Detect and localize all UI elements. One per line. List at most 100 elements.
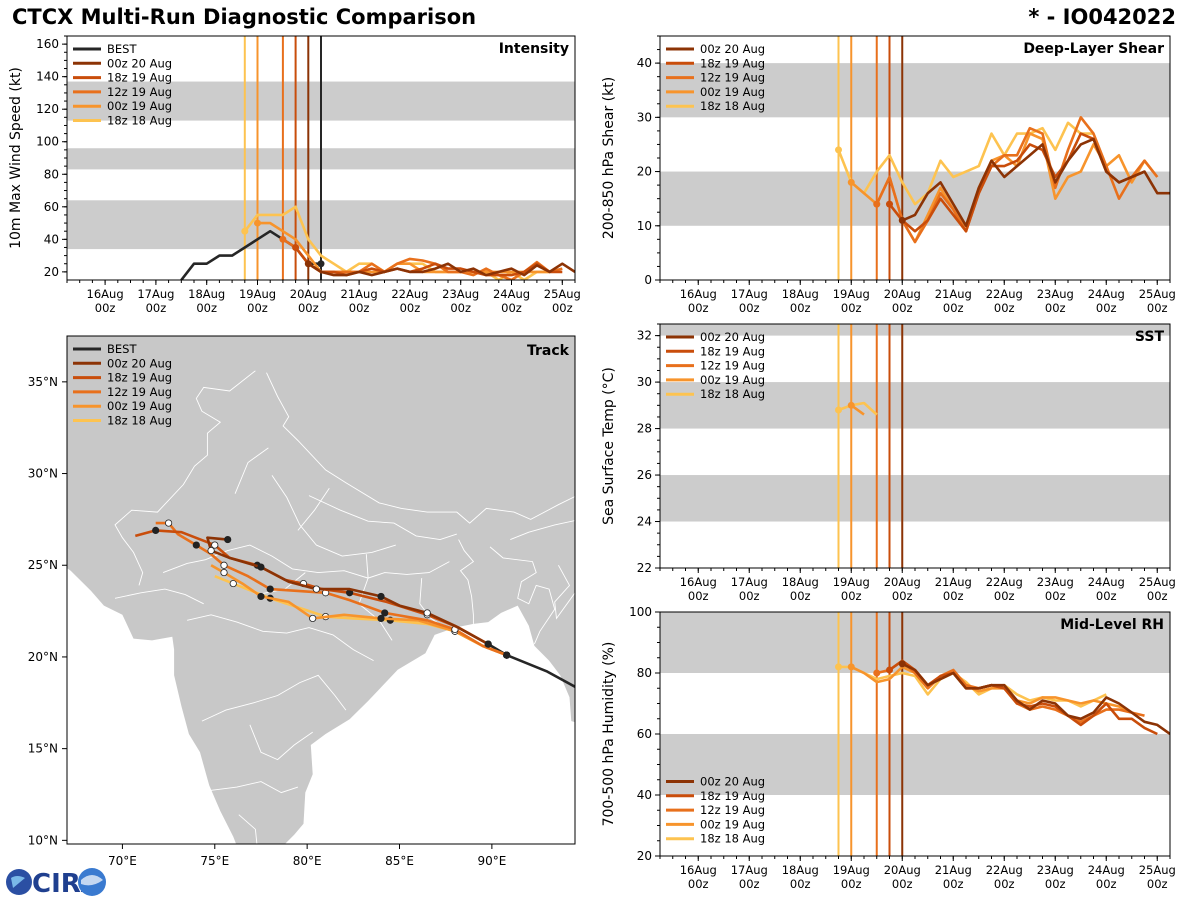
sst-band [660, 382, 1170, 429]
track-legend-label: BEST [107, 342, 137, 356]
rh-xtick-label: 00z [892, 877, 913, 891]
shear-marker-18z-19-aug [886, 200, 893, 208]
shear-ytick-label: 30 [637, 110, 652, 124]
rh-xtick-label: 00z [841, 877, 862, 891]
rh-xtick-label: 00z [688, 877, 709, 891]
shear-band [660, 171, 1170, 226]
track-point-00z-19-aug [257, 592, 265, 601]
cira-swirl-cloud-icon [81, 875, 103, 886]
intensity-ytick-label: 60 [44, 200, 59, 214]
border-line [554, 564, 575, 620]
shear-ylabel: 200-850 hPa Shear (kt) [601, 77, 617, 239]
track-plot-area [67, 336, 587, 844]
intensity-xtick-label: 25Aug [544, 287, 581, 301]
rh-band [660, 612, 1170, 673]
rh-marker-00z-19-aug [847, 663, 855, 671]
shear-xtick-label: 00z [892, 301, 913, 315]
shear-legend-label: 18z 18 Aug [700, 99, 765, 113]
intensity-legend-label: 12z 19 Aug [107, 85, 172, 99]
intensity-xtick-label: 17Aug [137, 287, 174, 301]
shear-xtick-label: 22Aug [986, 287, 1023, 301]
shear-legend-label: 18z 19 Aug [700, 56, 765, 70]
sst-xtick-label: 00z [1147, 589, 1168, 603]
track-xtick-label: 70°E [108, 854, 137, 868]
track-legend-label: 18z 19 Aug [107, 371, 172, 385]
shear-legend-label: 12z 19 Aug [700, 71, 765, 85]
intensity-xtick-label: 00z [349, 301, 370, 315]
intensity-xtick-label: 00z [552, 301, 573, 315]
rh-band [660, 734, 1170, 795]
track-point-00z-20-aug [207, 546, 215, 555]
rh-xtick-label: 16Aug [680, 863, 717, 877]
sst-xtick-label: 25Aug [1139, 575, 1176, 589]
track-point-18z-18-aug [229, 579, 237, 588]
rh-xtick-label: 00z [994, 877, 1015, 891]
shear-xtick-label: 00z [841, 301, 862, 315]
intensity-series-00z-20-aug [307, 262, 575, 277]
sst-xtick-label: 18Aug [782, 575, 819, 589]
intensity-xtick-label: 16Aug [87, 287, 124, 301]
sst-xtick-label: 17Aug [731, 575, 768, 589]
shear-title: Deep-Layer Shear [1023, 41, 1164, 57]
border-line [186, 614, 374, 661]
sst-xtick-label: 00z [1096, 589, 1117, 603]
track-xtick-label: 80°E [293, 854, 322, 868]
rh-xtick-label: 20Aug [884, 863, 921, 877]
rh-legend-label: 18z 19 Aug [700, 789, 765, 803]
intensity-xtick-label: 00z [400, 301, 421, 315]
intensity-xtick-label: 00z [247, 301, 268, 315]
rh-ytick-label: 20 [637, 849, 652, 863]
border-line [234, 447, 269, 494]
sst-xtick-label: 22Aug [986, 575, 1023, 589]
intensity-plot-area [67, 36, 575, 280]
shear-series-18z-18-aug [837, 121, 1094, 206]
rh-marker-00z-20-aug [898, 660, 906, 668]
rh-ytick-label: 60 [637, 727, 652, 741]
track-series-best [487, 642, 575, 689]
intensity-marker-12z-19-aug [279, 235, 287, 243]
sst-ytick-label: 26 [637, 468, 652, 482]
intensity-xtick-label: 00z [196, 301, 217, 315]
rh-marker-12z-19-aug [873, 669, 881, 677]
track-point-best [581, 689, 587, 695]
intensity-ytick-label: 100 [36, 135, 59, 149]
rh-marker-18z-18-aug [835, 663, 842, 671]
cira-globe-land-icon [11, 876, 25, 888]
track-xtick-label: 90°E [477, 854, 506, 868]
rh-marker-18z-19-aug [886, 666, 893, 674]
intensity-legend-label: 18z 18 Aug [107, 114, 172, 128]
shear-xtick-label: 18Aug [782, 287, 819, 301]
intensity-xtick-label: 00z [95, 301, 116, 315]
border-line [271, 475, 396, 557]
intensity-xtick-label: 00z [501, 301, 522, 315]
storm-id: * - IO042022 [1028, 5, 1176, 29]
rh-xtick-label: 25Aug [1139, 863, 1176, 877]
track-ytick-label: 10°N [28, 833, 58, 847]
shear-xtick-label: 20Aug [884, 287, 921, 301]
sst-legend-label: 12z 19 Aug [700, 359, 765, 373]
sst-ytick-label: 30 [637, 375, 652, 389]
track-point-00z-19-aug [377, 614, 385, 623]
shear-xtick-label: 19Aug [833, 287, 870, 301]
sst-xtick-label: 16Aug [680, 575, 717, 589]
track-point-12z-19-aug [503, 651, 511, 659]
intensity-legend-label: 00z 20 Aug [107, 56, 172, 70]
rh-xtick-label: 00z [1045, 877, 1066, 891]
intensity-ytick-label: 140 [36, 70, 59, 84]
figure-title: CTCX Multi-Run Diagnostic Comparison [12, 5, 477, 29]
shear-series-12z-19-aug [875, 116, 1159, 244]
shear-plot-area [660, 36, 1170, 280]
sst-band [660, 475, 1170, 522]
rh-ytick-label: 100 [629, 605, 652, 619]
intensity-marker-18z-18-aug [241, 227, 249, 235]
track-ytick-label: 15°N [28, 742, 58, 756]
rh-xtick-label: 23Aug [1037, 863, 1074, 877]
border-line [297, 487, 330, 531]
track-point-00z-20-aug [312, 585, 320, 593]
border-line [510, 520, 575, 541]
intensity-legend-label: 00z 19 Aug [107, 99, 172, 113]
shear-xtick-label: 00z [739, 301, 760, 315]
rh-xtick-label: 00z [943, 877, 964, 891]
sst-ytick-label: 24 [637, 515, 652, 529]
intensity-xtick-label: 00z [298, 301, 319, 315]
